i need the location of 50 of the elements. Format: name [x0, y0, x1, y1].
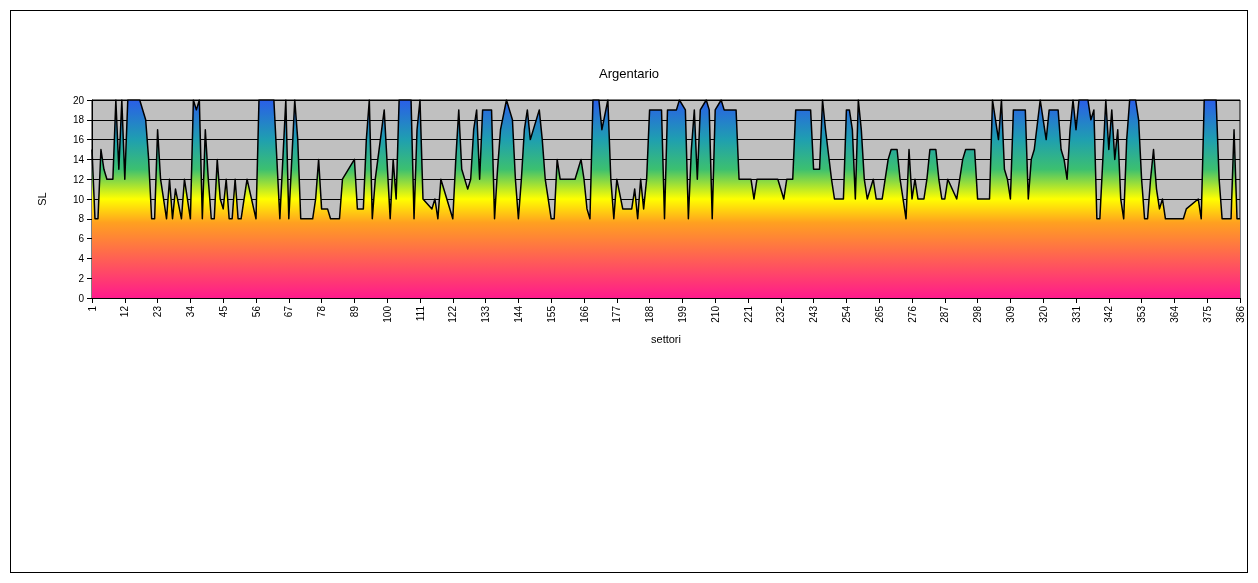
x-tick-label: 232: [775, 305, 787, 323]
x-tick-label: 78: [316, 305, 328, 318]
x-tick-label: 375: [1201, 305, 1213, 323]
x-tick-label: 331: [1070, 305, 1082, 323]
x-tick-label: 210: [709, 305, 721, 323]
x-tick-label: 144: [512, 305, 524, 323]
y-tick-label: 2: [78, 272, 85, 284]
chart-title: Argentario: [599, 66, 659, 81]
x-axis-title: settori: [651, 332, 681, 345]
x-tick-label: 166: [578, 305, 590, 323]
x-tick-label: 1: [86, 305, 98, 312]
x-tick-label: 111: [414, 305, 426, 322]
x-tick-label: 320: [1037, 305, 1049, 323]
x-tick-label: 34: [184, 305, 196, 318]
x-tick-label: 221: [742, 305, 754, 323]
x-tick-label: 23: [152, 305, 164, 318]
y-tick-label: 12: [72, 173, 85, 185]
y-tick-label: 4: [78, 252, 85, 264]
y-tick-label: 6: [78, 233, 85, 245]
x-tick-label: 276: [906, 305, 918, 323]
y-tick-label: 0: [78, 292, 85, 304]
y-tick-label: 18: [72, 114, 85, 126]
y-tick-label: 16: [72, 134, 85, 146]
x-tick-label: 12: [119, 305, 131, 318]
y-tick-label: 14: [72, 153, 85, 165]
x-tick-label: 56: [250, 305, 262, 318]
x-tick-label: 89: [348, 305, 360, 318]
x-tick-label: 364: [1168, 305, 1180, 323]
x-tick-label: 353: [1136, 305, 1148, 323]
x-tick-label: 254: [840, 305, 852, 323]
x-tick-label: 155: [545, 305, 557, 323]
x-tick-label: 265: [873, 305, 885, 323]
x-tick-label: 386: [1234, 305, 1246, 323]
x-tick-label: 188: [644, 305, 656, 323]
y-tick-label: 10: [72, 193, 85, 205]
x-tick-label: 67: [283, 305, 295, 318]
x-tick-label: 342: [1103, 305, 1115, 323]
x-tick-label: 100: [381, 305, 393, 323]
y-tick-label: 20: [72, 94, 85, 106]
x-tick-label: 287: [939, 305, 951, 323]
x-tick-label: 45: [217, 305, 229, 318]
x-tick-label: 309: [1004, 305, 1016, 323]
x-tick-label: 122: [447, 305, 459, 323]
x-tick-label: 199: [676, 305, 688, 323]
x-tick-label: 243: [808, 305, 820, 323]
y-tick-label: 8: [78, 213, 85, 225]
x-tick-label: 133: [480, 305, 492, 323]
x-tick-label: 298: [972, 305, 984, 323]
y-axis-title: SL: [35, 192, 48, 206]
x-tick-label: 177: [611, 305, 623, 323]
